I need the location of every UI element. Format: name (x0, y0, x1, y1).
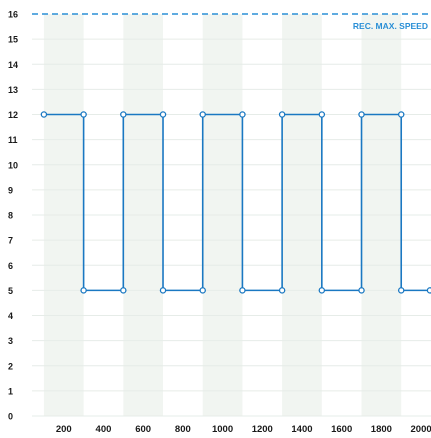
data-point (120, 111, 127, 118)
data-point (239, 111, 246, 118)
x-tick-label: 600 (135, 424, 151, 433)
data-point (199, 111, 206, 118)
data-point (239, 287, 246, 294)
data-point (426, 287, 431, 294)
data-point (40, 111, 48, 118)
y-tick-label: 0 (8, 412, 13, 422)
y-tick-label: 5 (8, 286, 13, 296)
x-tick-label: 200 (56, 424, 72, 433)
data-point (278, 287, 286, 294)
data-point (318, 111, 326, 118)
x-axis: 200 400 600 800 1000 1200 1400 1600 1800 2000 (56, 424, 431, 435)
y-tick-label: 12 (8, 110, 18, 120)
data-point (358, 287, 365, 294)
data-series (40, 111, 431, 294)
y-tick-label: 4 (8, 311, 13, 321)
y-tick-label: 1 (8, 386, 13, 396)
y-tick-label: 9 (8, 185, 13, 195)
y-tick-label: 15 (8, 35, 18, 45)
x-tick-label: 400 (96, 424, 112, 433)
data-point (397, 111, 405, 118)
data-point (80, 111, 87, 118)
data-point (318, 287, 326, 294)
x-tick-label: 1200 (252, 424, 273, 433)
y-tick-label: 10 (8, 160, 18, 170)
x-tick-label: 800 (175, 424, 191, 433)
grid-lines (32, 38, 431, 417)
y-tick-label: 13 (8, 85, 18, 95)
x-tick-label: 1600 (331, 424, 352, 433)
data-point (358, 111, 365, 118)
reference-line-group: REC. MAX. SPEED (32, 13, 431, 31)
x-tick-label: 1800 (371, 424, 392, 433)
x-tick-label: 2000 (411, 424, 431, 433)
data-point (159, 111, 167, 118)
data-point (278, 111, 286, 118)
y-tick-label: 7 (8, 236, 13, 246)
data-point (120, 287, 127, 294)
y-tick-label: 14 (8, 60, 18, 70)
data-point (159, 287, 167, 294)
y-tick-label: 11 (8, 135, 18, 145)
y-tick-label: 6 (8, 261, 13, 271)
y-tick-label: 2 (8, 361, 13, 371)
y-tick-label: 8 (8, 211, 13, 221)
x-tick-label: 1000 (212, 424, 233, 433)
y-tick-label: 16 (8, 10, 18, 20)
series-line (43, 113, 430, 292)
reference-line-label: REC. MAX. SPEED (353, 21, 428, 31)
data-point (397, 287, 405, 294)
data-point (80, 287, 87, 294)
y-tick-label: 3 (8, 336, 13, 346)
data-point (199, 287, 206, 294)
x-tick-label: 1400 (291, 424, 312, 433)
